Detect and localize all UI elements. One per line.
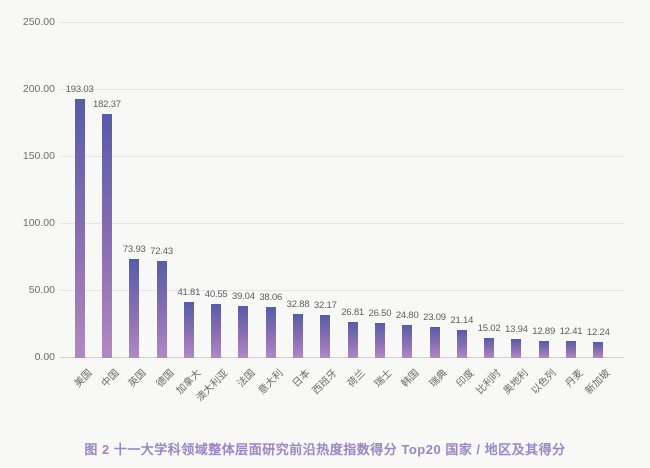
bar-column: 13.94 奥地利 xyxy=(502,23,531,396)
bar xyxy=(129,258,140,358)
bar-value-label: 72.43 xyxy=(150,245,173,257)
bar xyxy=(456,329,467,358)
x-category-label: 奥地利 xyxy=(502,367,532,397)
bar-value-label: 12.89 xyxy=(532,325,556,337)
x-category-label: 中国 xyxy=(99,367,122,390)
x-category-label: 英国 xyxy=(126,367,149,390)
gridlines xyxy=(60,22,624,358)
bar-value-label: 12.24 xyxy=(586,326,610,338)
x-category-label: 瑞典 xyxy=(427,367,450,390)
bar-column: 21.14 印度 xyxy=(448,23,476,390)
bar-value-label: 13.94 xyxy=(505,324,528,336)
bar-value-label: 182.37 xyxy=(93,98,121,110)
bar-value-label: 73.93 xyxy=(122,243,146,255)
bar-column: 39.04 法国 xyxy=(230,23,258,390)
bar-column: 193.03 美国 xyxy=(65,23,95,389)
bar-column: 12.41 丹麦 xyxy=(557,23,586,389)
bar xyxy=(74,99,85,358)
x-axis-line xyxy=(60,357,624,358)
bar xyxy=(211,303,222,358)
x-category-label: 韩国 xyxy=(399,367,422,390)
bar xyxy=(565,341,576,358)
gridline xyxy=(60,89,624,90)
bar xyxy=(265,307,276,358)
bar-value-label: 32.17 xyxy=(313,299,337,311)
bar-value-label: 38.06 xyxy=(259,292,283,303)
x-category-label: 新加坡 xyxy=(583,367,613,397)
y-tick-label: 150.00 xyxy=(22,150,55,162)
bar xyxy=(238,305,249,358)
bar xyxy=(347,322,358,358)
bar-value-label: 15.02 xyxy=(477,322,501,334)
bar-value-label: 39.04 xyxy=(232,290,255,302)
bar-value-label: 21.14 xyxy=(450,314,474,326)
bar xyxy=(511,339,522,358)
bar-value-label: 32.88 xyxy=(286,298,310,310)
bar-value-label: 193.03 xyxy=(65,84,94,96)
bar-value-label: 40.55 xyxy=(204,288,228,300)
x-category-label: 荷兰 xyxy=(345,367,368,390)
bar xyxy=(183,302,194,358)
bar-column: 24.80 韩国 xyxy=(394,23,422,390)
bar xyxy=(429,327,440,358)
y-tick-label: 0.00 xyxy=(34,351,55,363)
plot-area: 193.03 美国 182.37 中国 73.93 英国 72.43 德国 41.81 加拿大 40… xyxy=(65,23,613,404)
gridline xyxy=(60,290,624,291)
bar xyxy=(402,324,413,358)
y-axis: 0.00 50.00 100.00 150.00 200.00 250.00 xyxy=(0,16,55,363)
x-category-label: 意大利 xyxy=(256,367,286,397)
bar-value-label: 26.81 xyxy=(341,307,364,319)
bar xyxy=(320,314,331,358)
bar xyxy=(538,340,549,358)
bar-value-label: 12.41 xyxy=(559,326,583,338)
bar-column: 73.93 英国 xyxy=(121,23,149,390)
bar-column: 32.88 日本 xyxy=(284,23,313,390)
y-tick-label: 100.00 xyxy=(22,217,55,229)
y-tick-label: 200.00 xyxy=(22,83,55,95)
bar-value-label: 23.09 xyxy=(423,312,446,324)
bar-value-label: 26.50 xyxy=(368,307,392,319)
bar xyxy=(484,337,495,358)
x-category-label: 比利时 xyxy=(474,367,504,397)
bar-column: 41.81 加拿大 xyxy=(174,23,203,397)
bar xyxy=(101,113,112,358)
bar-column: 26.50 瑞士 xyxy=(366,23,395,390)
bar-column: 26.81 荷兰 xyxy=(339,23,367,390)
bar-column: 23.09 瑞典 xyxy=(421,23,449,390)
bar-column: 182.37 中国 xyxy=(93,23,122,390)
bar-column: 32.17 西班牙 xyxy=(311,23,340,397)
x-category-label: 瑞士 xyxy=(372,367,395,390)
bar-value-label: 24.80 xyxy=(395,309,419,321)
chart-caption: 图 2 十一大学科领域整体层面研究前沿热度指数得分 Top20 国家 / 地区及… xyxy=(84,442,566,457)
x-category-label: 西班牙 xyxy=(310,367,340,397)
bar-column: 12.24 新加坡 xyxy=(584,23,613,397)
gridline xyxy=(60,156,624,157)
x-category-label: 美国 xyxy=(72,367,95,390)
y-tick-label: 250.00 xyxy=(22,16,55,28)
bar xyxy=(593,341,604,358)
gridline xyxy=(60,22,624,23)
bar xyxy=(156,260,167,358)
bar xyxy=(374,322,385,358)
bar-column: 40.55 澳大利亚 xyxy=(195,23,231,404)
bar-column: 38.06 意大利 xyxy=(256,23,285,397)
bar-column: 12.89 以色列 xyxy=(529,23,558,397)
bar xyxy=(293,313,304,358)
gridline xyxy=(60,223,624,224)
bar-column: 72.43 德国 xyxy=(148,23,176,390)
bar-column: 15.02 比利时 xyxy=(475,23,504,397)
bar-value-label: 41.81 xyxy=(177,286,201,298)
x-category-label: 以色列 xyxy=(529,367,559,397)
y-tick-label: 50.00 xyxy=(28,284,55,296)
